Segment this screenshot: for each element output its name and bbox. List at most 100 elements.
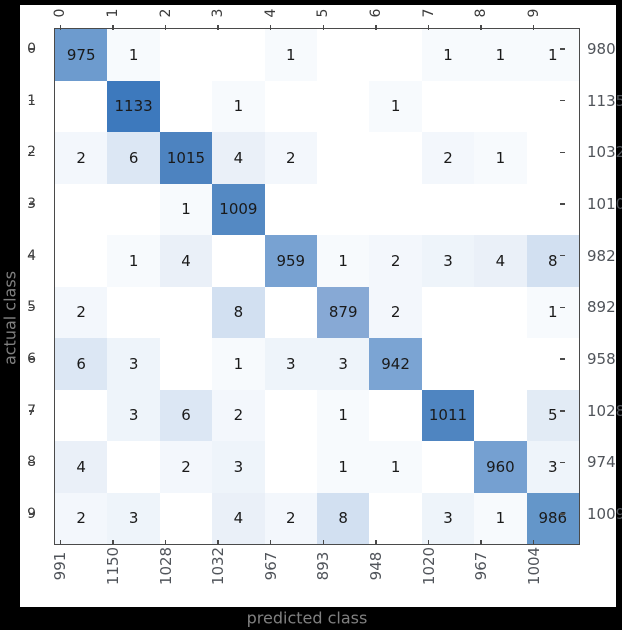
cell-r6c1: 3	[107, 338, 160, 390]
x-tick-label-5: 5	[315, 8, 332, 18]
cell-r3c3: 1009	[212, 183, 265, 235]
y-tick-right	[560, 410, 565, 412]
cell-r0c3	[212, 29, 265, 81]
x-tick-label-2: 2	[157, 8, 174, 18]
cell-r3c5	[317, 183, 370, 235]
cell-r4c9: 8	[526, 235, 579, 287]
cell-r0c0: 975	[55, 29, 108, 81]
cell-r1c5	[317, 80, 370, 132]
cell-r3c6	[369, 183, 422, 235]
cell-r3c4	[264, 183, 317, 235]
cell-r7c1: 3	[107, 389, 160, 441]
y-tick-right	[560, 358, 565, 360]
y-tick-right	[560, 254, 565, 257]
x-tick-bottom	[164, 540, 167, 545]
y-tick-right	[560, 99, 565, 102]
y-axis-title: actual class	[0, 270, 20, 366]
cell-r7c5: 1	[317, 389, 370, 441]
col-total-9: 1004	[524, 546, 543, 586]
cell-r0c2	[159, 29, 213, 81]
cell-r4c6: 2	[369, 235, 422, 287]
cell-r0c9: 1	[526, 29, 579, 81]
col-total-8: 967	[472, 551, 491, 581]
cell-r2c6	[369, 132, 422, 184]
row-total-7: 1028	[587, 401, 622, 420]
x-tick-top	[427, 24, 430, 30]
row-total-9: 1009	[587, 505, 622, 524]
cell-r2c5	[317, 132, 370, 184]
cell-r4c4: 959	[264, 235, 317, 287]
cell-r6c2	[159, 338, 213, 390]
cell-r8c9: 3	[526, 441, 579, 493]
x-tick-bottom	[59, 540, 62, 545]
cell-r8c6: 1	[369, 441, 422, 493]
cell-r9c8: 1	[474, 492, 527, 544]
cell-r4c2: 4	[159, 235, 213, 287]
cell-r9c4: 2	[264, 492, 317, 544]
cell-r2c3: 4	[212, 132, 265, 184]
row-total-5: 892	[587, 298, 616, 317]
x-axis-title: predicted class	[246, 608, 368, 628]
col-total-3: 1032	[209, 546, 228, 586]
y-tick-right	[560, 513, 565, 515]
cell-r5c0: 2	[55, 286, 108, 338]
cell-r6c7	[421, 338, 475, 390]
row-total-3: 1010	[587, 194, 622, 213]
cell-r1c8	[474, 80, 527, 132]
cell-r8c1	[107, 441, 160, 493]
cell-r7c0	[55, 389, 108, 441]
row-total-6: 958	[587, 350, 616, 369]
cell-r4c0	[55, 235, 108, 287]
x-tick-label-3: 3	[210, 8, 227, 18]
cell-r9c9: 986	[526, 492, 579, 544]
cell-r3c0	[55, 183, 108, 235]
cell-r3c2: 1	[159, 183, 213, 235]
cell-r0c8: 1	[474, 29, 527, 81]
x-tick-top	[59, 24, 62, 30]
cell-r5c5: 879	[317, 286, 370, 338]
cell-r8c3: 3	[212, 441, 265, 493]
heatmap-grid: 975 1 1 1 1 1 1133 1 1 2 6 1015 4 2 2 1 1 1009 1 4 959 1 2 3 4 8 2…	[55, 29, 579, 544]
cell-r1c4	[264, 80, 317, 132]
y-tick-left	[29, 358, 34, 360]
cell-r2c1: 6	[107, 132, 160, 184]
row-total-2: 1032	[587, 143, 622, 162]
x-tick-bottom	[375, 540, 377, 545]
cell-r2c7: 2	[421, 132, 475, 184]
y-tick-left	[29, 203, 34, 205]
y-tick-left	[29, 306, 34, 309]
cell-r9c0: 2	[55, 492, 108, 544]
x-tick-label-1: 1	[104, 8, 121, 18]
cell-r6c5: 3	[317, 338, 370, 390]
cell-r3c8	[474, 183, 527, 235]
col-total-6: 948	[366, 551, 385, 581]
x-tick-label-8: 8	[473, 8, 490, 18]
cell-r8c7	[421, 441, 475, 493]
cell-r7c9: 5	[526, 389, 579, 441]
x-tick-bottom	[112, 540, 114, 545]
cell-r5c6: 2	[369, 286, 422, 338]
cell-r0c1: 1	[107, 29, 160, 81]
row-total-1: 1135	[587, 91, 622, 110]
cell-r9c3: 4	[212, 492, 265, 544]
x-tick-bottom	[269, 540, 272, 545]
figure-canvas: 975 1 1 1 1 1 1133 1 1 2 6 1015 4 2 2 1 1 1009 1 4 959 1 2 3 4 8 2…	[20, 5, 622, 607]
x-tick-label-9: 9	[525, 8, 542, 18]
cell-r5c2	[159, 286, 213, 338]
cell-r7c6	[369, 389, 422, 441]
x-tick-bottom	[322, 540, 325, 545]
y-tick-left	[29, 99, 34, 102]
cell-r1c9	[526, 80, 579, 132]
cell-r1c1: 1133	[107, 80, 160, 132]
cell-r9c7: 3	[421, 492, 475, 544]
y-tick-left	[29, 410, 34, 412]
y-tick-left	[29, 513, 34, 515]
x-tick-label-7: 7	[420, 8, 437, 18]
cell-r4c5: 1	[317, 235, 370, 287]
cell-r5c8	[474, 286, 527, 338]
cell-r3c7	[421, 183, 475, 235]
x-tick-label-0: 0	[52, 8, 69, 18]
y-tick-right	[560, 151, 565, 153]
cell-r5c7	[421, 286, 475, 338]
y-tick-left	[29, 151, 34, 153]
